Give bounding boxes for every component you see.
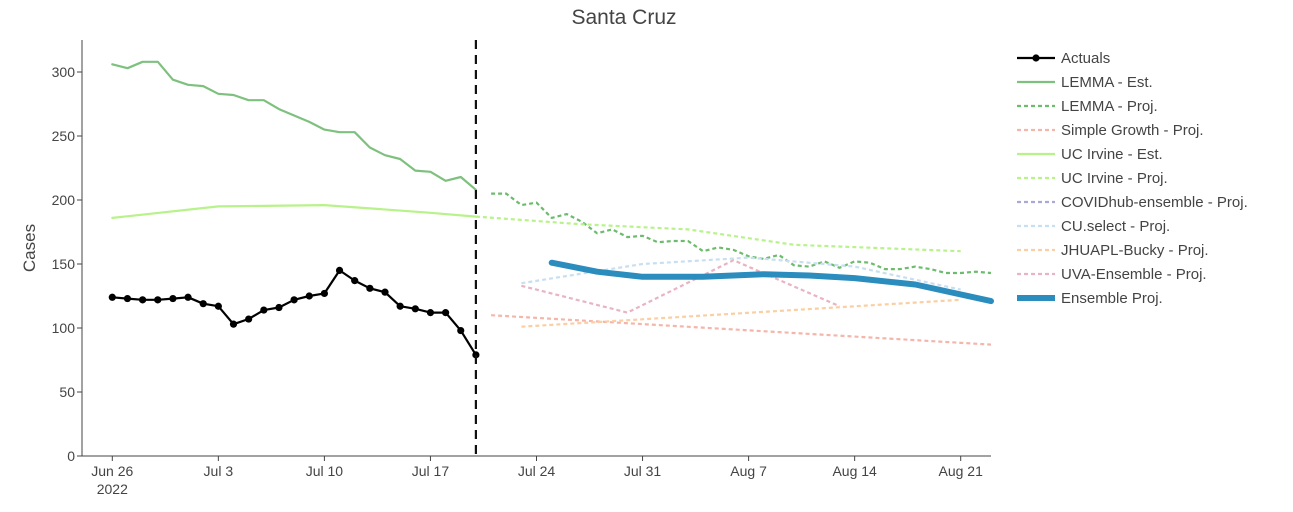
series-line-uc-irvine-est [111, 204, 477, 219]
actuals-point [396, 302, 404, 310]
actuals-point [199, 300, 207, 308]
legend-label: Ensemble Proj. [1061, 290, 1163, 307]
y-tick-label: 150 [52, 256, 76, 272]
series-line-ensemble-proj [548, 259, 994, 305]
x-tick-label: Jun 26 [91, 463, 133, 479]
actuals-point [275, 303, 283, 312]
legend-label: COVIDhub-ensemble - Proj. [1061, 194, 1248, 211]
x-tick-label: Aug 7 [730, 463, 767, 479]
legend-item[interactable]: Ensemble Proj. [1017, 290, 1163, 307]
x-tick-label: Jul 3 [204, 463, 234, 479]
actuals-point [229, 320, 238, 328]
legend-item[interactable]: UVA-Ensemble - Proj. [1017, 266, 1207, 283]
actuals-point [169, 294, 177, 303]
actuals-point [381, 288, 389, 296]
series-line-actuals [111, 269, 477, 356]
series-line-jhuapl-bucky-proj [521, 298, 961, 328]
x-tick-label: Jul 10 [306, 463, 344, 479]
legend-label: CU.select - Proj. [1061, 218, 1170, 235]
legend-item[interactable]: UC Irvine - Est. [1017, 146, 1163, 163]
y-axis: 0 50 100 150 200 250 300 [52, 40, 83, 464]
actuals-point [290, 296, 298, 304]
legend-label: LEMMA - Est. [1061, 74, 1153, 91]
x-tick-label: Jul 24 [518, 463, 556, 479]
plot-area [108, 40, 994, 456]
legend-item[interactable]: JHUAPL-Bucky - Proj. [1017, 242, 1209, 259]
y-tick-label: 50 [59, 384, 75, 400]
actuals-point [260, 306, 268, 314]
x-tick-label: Jul 17 [412, 463, 450, 479]
series-line-uva-ensemble-proj [521, 259, 840, 314]
legend-label: JHUAPL-Bucky - Proj. [1061, 242, 1209, 259]
legend-label: LEMMA - Proj. [1061, 98, 1158, 115]
actuals-point [335, 266, 344, 274]
actuals-point [366, 284, 374, 292]
series-line-uc-irvine-proj [475, 215, 961, 253]
legend-item[interactable]: Actuals [1017, 50, 1110, 67]
actuals-point [139, 296, 147, 304]
legend-label: Actuals [1061, 50, 1110, 67]
actuals-point [472, 351, 480, 359]
actuals-point [411, 305, 419, 313]
y-tick-label: 250 [52, 128, 76, 144]
y-tick-label: 300 [52, 64, 76, 80]
x-tick-label: Aug 14 [832, 463, 877, 479]
y-axis-title: Cases [20, 224, 39, 272]
x-tick-label: Aug 21 [939, 463, 984, 479]
legend-item[interactable]: COVIDhub-ensemble - Proj. [1017, 194, 1248, 211]
legend-item[interactable]: LEMMA - Est. [1017, 74, 1153, 91]
series-line-lemma-proj [491, 192, 992, 275]
actuals-point [123, 294, 132, 303]
series-line-cu-select-proj [521, 256, 961, 291]
series-line-lemma-est [111, 60, 477, 191]
actuals-point [154, 296, 162, 304]
x-tick-label: Jul 31 [624, 463, 662, 479]
legend[interactable]: Actuals LEMMA - Est. LEMMA - Proj. Simple G… [1017, 50, 1248, 307]
legend-item[interactable]: Simple Growth - Proj. [1017, 122, 1204, 139]
actuals-point [108, 293, 116, 301]
y-tick-label: 200 [52, 192, 76, 208]
legend-item[interactable]: LEMMA - Proj. [1017, 98, 1158, 115]
chart-title: Santa Cruz [571, 6, 676, 29]
actuals-point [305, 292, 313, 300]
y-tick-label: 0 [67, 448, 75, 464]
legend-marker [1032, 54, 1040, 62]
legend-item[interactable]: CU.select - Proj. [1017, 218, 1170, 235]
series-line-simple-growth-proj [491, 314, 992, 346]
legend-item[interactable]: UC Irvine - Proj. [1017, 170, 1168, 187]
actuals-point [457, 326, 465, 335]
actuals-point [214, 302, 222, 310]
x-axis: Jun 26 2022 Jul 3 Jul 10 Jul 17 Jul 24 Jul 31 A… [82, 455, 991, 497]
actuals-point [245, 315, 253, 323]
y-tick-label: 100 [52, 320, 76, 336]
actuals-point [351, 277, 359, 285]
actuals-point [320, 289, 328, 298]
actuals-point [184, 293, 192, 301]
legend-label: UC Irvine - Proj. [1061, 170, 1168, 187]
x-tick-sublabel: 2022 [97, 481, 128, 497]
legend-label: UVA-Ensemble - Proj. [1061, 266, 1207, 283]
legend-label: Simple Growth - Proj. [1061, 122, 1204, 139]
legend-label: UC Irvine - Est. [1061, 146, 1163, 163]
actuals-point [426, 309, 435, 317]
actuals-point [442, 309, 450, 317]
